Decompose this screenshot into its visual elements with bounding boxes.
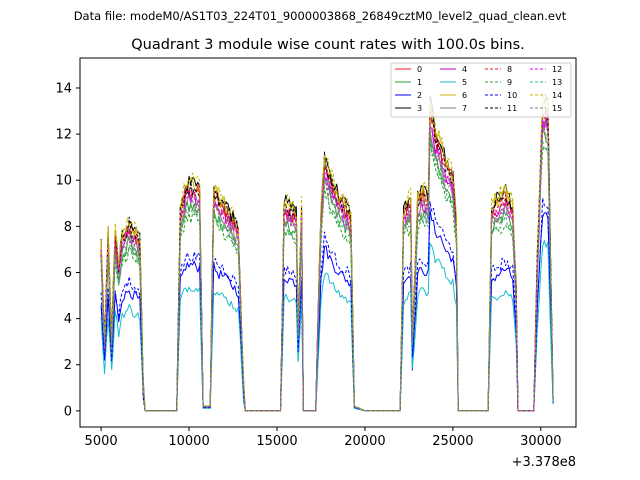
y-tick-label: 8 xyxy=(64,220,72,235)
legend-label-11: 11 xyxy=(507,104,517,113)
x-tick-label: 25000 xyxy=(432,434,473,449)
axes-frame xyxy=(79,57,577,428)
x-tick-label: 20000 xyxy=(344,434,385,449)
x-tick-label: 5000 xyxy=(85,434,118,449)
legend-label-13: 13 xyxy=(552,78,562,87)
legend-label-14: 14 xyxy=(552,91,562,100)
legend-label-10: 10 xyxy=(507,91,517,100)
series-line-15 xyxy=(100,126,554,412)
y-axis: 0 2 4 6 8 10 12 14 xyxy=(55,81,80,419)
legend-frame xyxy=(390,62,572,118)
x-axis: 5000 10000 15000 20000 25000 30000 xyxy=(85,427,562,449)
y-tick-label: 6 xyxy=(64,266,72,281)
y-tick-label: 10 xyxy=(55,174,72,189)
y-tick-label: 14 xyxy=(55,81,72,96)
legend-label-1: 1 xyxy=(417,78,422,87)
legend-label-5: 5 xyxy=(462,78,467,87)
legend-label-9: 9 xyxy=(507,78,512,87)
legend-label-7: 7 xyxy=(462,104,467,113)
legend-label-0: 0 xyxy=(417,65,422,74)
x-tick-label: 10000 xyxy=(168,434,209,449)
x-offset-label: +3.378e8 xyxy=(512,455,576,470)
y-tick-label: 2 xyxy=(64,358,72,373)
y-tick-label: 12 xyxy=(55,128,72,143)
x-tick-label: 30000 xyxy=(520,434,561,449)
legend-label-8: 8 xyxy=(507,65,512,74)
legend-label-3: 3 xyxy=(417,104,422,113)
legend-label-15: 15 xyxy=(552,104,562,113)
y-tick-label: 0 xyxy=(64,404,72,419)
legend-label-6: 6 xyxy=(462,91,467,100)
y-tick-label: 4 xyxy=(64,312,72,327)
chart-title: Quadrant 3 module wise count rates with … xyxy=(131,37,525,53)
x-tick-label: 15000 xyxy=(256,434,297,449)
plot-area xyxy=(100,92,554,412)
legend-label-12: 12 xyxy=(552,65,562,74)
legend-label-2: 2 xyxy=(417,91,422,100)
legend-label-4: 4 xyxy=(462,65,467,74)
chart-suptitle: Data file: modeM0/AS1T03_224T01_90000038… xyxy=(74,9,567,23)
